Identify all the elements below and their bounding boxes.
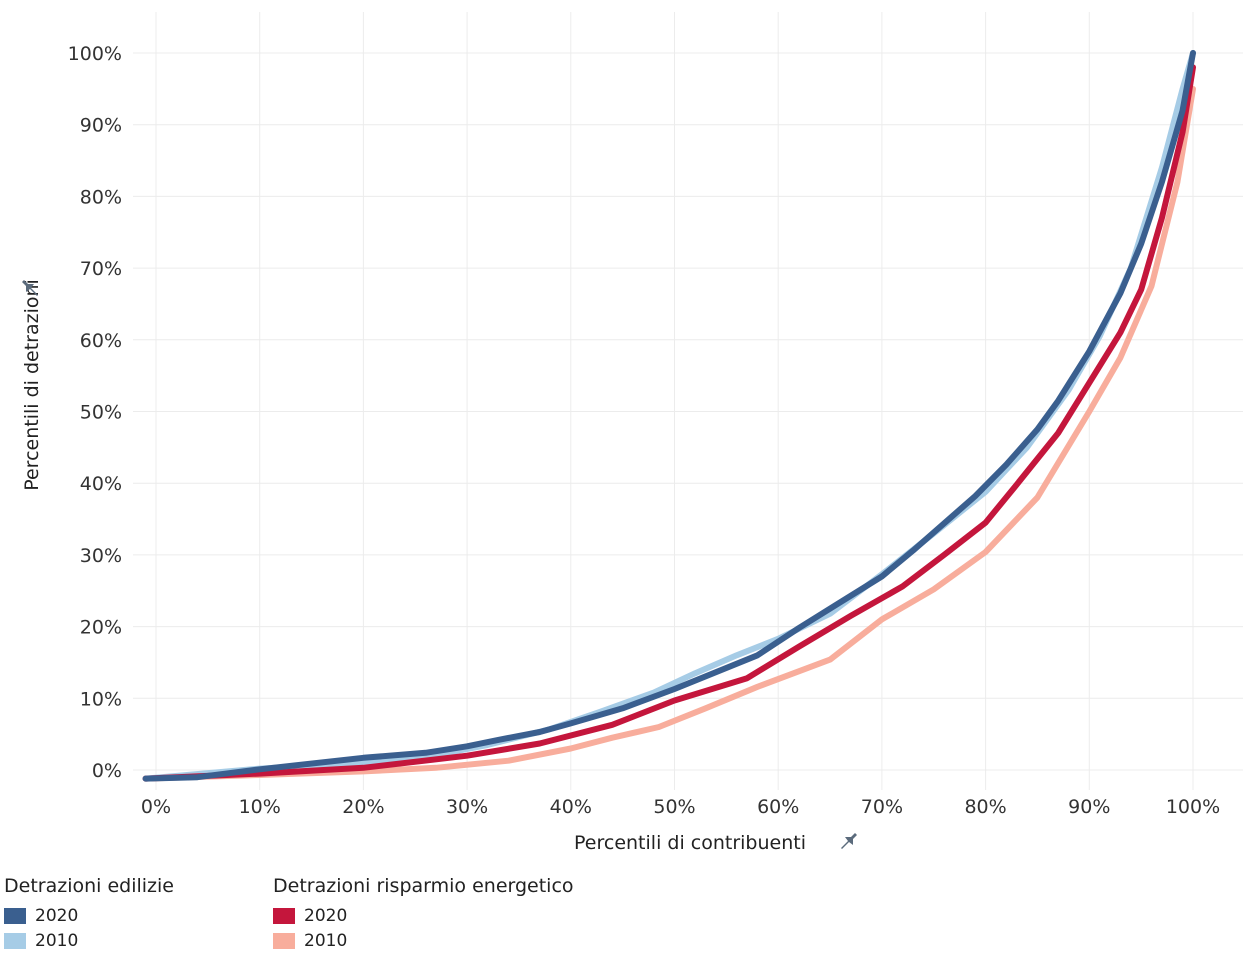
legend-risparmio-energetico: Detrazioni risparmio energetico 2020 201… — [273, 875, 574, 953]
x-tick-label: 80% — [964, 796, 1006, 818]
x-axis-ticks: 0% 10% 20% 30% 40% 50% 60% 70% 80% 90% 100% — [141, 796, 1220, 818]
x-tick-label: 40% — [550, 796, 592, 818]
legend-label: 2020 — [304, 905, 348, 926]
legend-label: 2010 — [304, 930, 348, 951]
y-tick-label: 0% — [92, 760, 122, 782]
x-axis-pin-icon[interactable] — [841, 833, 857, 849]
legend-item[interactable]: 2010 — [4, 928, 174, 953]
y-tick-label: 100% — [68, 43, 122, 65]
x-tick-label: 100% — [1166, 796, 1220, 818]
x-tick-label: 50% — [653, 796, 695, 818]
x-tick-label: 60% — [757, 796, 799, 818]
x-axis-title: Percentili di contribuenti — [574, 832, 806, 854]
legend-label: 2010 — [35, 930, 79, 951]
legend-edilizie: Detrazioni edilizie 2020 2010 — [4, 875, 174, 953]
y-tick-label: 60% — [80, 330, 122, 352]
x-tick-label: 70% — [861, 796, 903, 818]
legend-title: Detrazioni edilizie — [4, 875, 174, 897]
series-line-detrazioni-edilizie-2020[interactable] — [142, 50, 1196, 782]
y-tick-label: 80% — [80, 186, 122, 208]
series-line-detrazioni-risparmio-energetico-2010[interactable] — [142, 85, 1196, 782]
y-tick-label: 40% — [80, 473, 122, 495]
legend-item[interactable]: 2020 — [273, 903, 574, 928]
series-line-detrazioni-risparmio-energetico-2020[interactable] — [142, 64, 1196, 782]
y-axis-pin-icon[interactable] — [22, 280, 38, 296]
x-tick-label: 0% — [141, 796, 171, 818]
grid — [133, 12, 1243, 790]
legend-swatch — [273, 932, 295, 949]
y-tick-label: 20% — [80, 617, 122, 639]
x-tick-label: 30% — [446, 796, 488, 818]
y-axis-title-group: Percentili di detrazioni — [21, 279, 43, 491]
x-tick-label: 10% — [239, 796, 281, 818]
legend-item[interactable]: 2020 — [4, 903, 174, 928]
y-tick-label: 70% — [80, 258, 122, 280]
legend-title: Detrazioni risparmio energetico — [273, 875, 574, 897]
legend-swatch — [273, 907, 295, 924]
legend-swatch — [4, 932, 26, 949]
y-tick-label: 10% — [80, 688, 122, 710]
legend-swatch — [4, 907, 26, 924]
y-axis-ticks: 0% 10% 20% 30% 40% 50% 60% 70% 80% 90% 100% — [68, 43, 122, 782]
legend-item[interactable]: 2010 — [273, 928, 574, 953]
x-tick-label: 20% — [342, 796, 384, 818]
series-line-detrazioni-edilizie-2010[interactable] — [142, 50, 1196, 782]
y-axis-title: Percentili di detrazioni — [21, 279, 43, 491]
y-tick-label: 50% — [80, 402, 122, 424]
y-tick-label: 30% — [80, 545, 122, 567]
legend-label: 2020 — [35, 905, 79, 926]
x-tick-label: 90% — [1068, 796, 1110, 818]
y-tick-label: 90% — [80, 115, 122, 137]
series-lines — [142, 50, 1196, 782]
